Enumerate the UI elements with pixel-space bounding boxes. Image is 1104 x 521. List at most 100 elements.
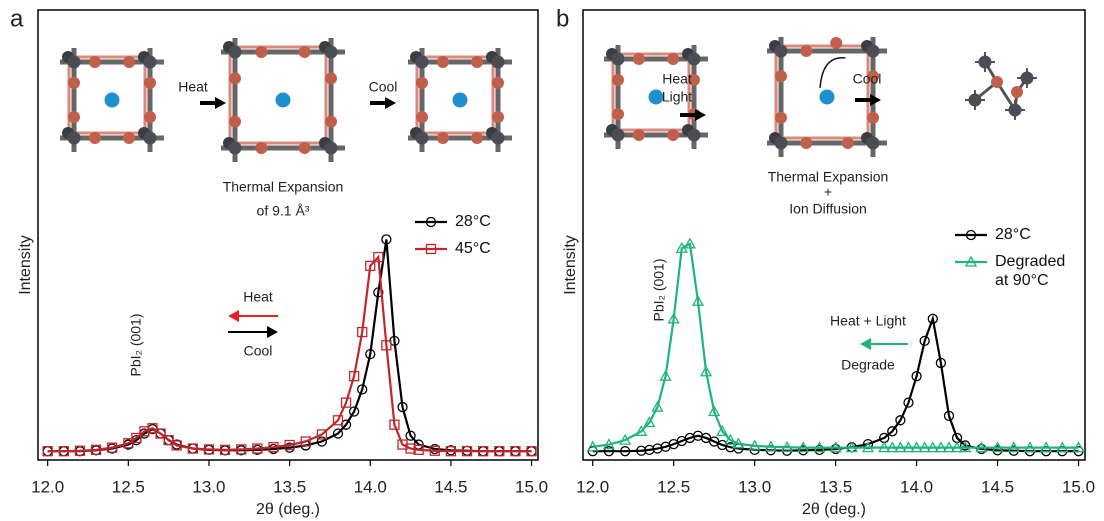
crystal-inset xyxy=(408,48,512,152)
x-axis-label: 2θ (deg.) xyxy=(256,501,320,518)
pb-atom xyxy=(1020,71,1034,85)
x-tick-label: 14.5 xyxy=(981,477,1014,496)
i-atom xyxy=(229,72,241,85)
data-point xyxy=(732,437,745,449)
data-point xyxy=(171,440,182,451)
crystal-inset xyxy=(60,48,164,152)
annotation: Light xyxy=(662,89,692,105)
crystal-inset xyxy=(767,37,887,157)
i-atom xyxy=(471,132,484,144)
data-point xyxy=(918,441,931,453)
x-tick-label: 12.5 xyxy=(657,477,690,496)
data-point xyxy=(526,446,537,457)
pb-atom xyxy=(774,44,788,58)
data-point xyxy=(348,406,360,417)
annotation: Cool xyxy=(369,79,398,95)
data-point xyxy=(413,444,424,456)
data-point xyxy=(107,442,118,453)
pb-atom xyxy=(611,128,625,142)
legend-label: 45°C xyxy=(455,240,491,257)
data-point xyxy=(603,446,615,457)
arrow-head xyxy=(267,326,278,338)
pb-atom xyxy=(415,131,429,145)
data-point xyxy=(236,444,247,455)
data-point xyxy=(203,444,215,455)
pb-atom xyxy=(143,131,157,145)
y-axis-label: Intensity xyxy=(562,235,579,295)
i-atom xyxy=(688,73,700,86)
annotation: PbI₂ (001) xyxy=(651,258,667,321)
i-atom xyxy=(255,46,268,58)
data-point xyxy=(691,294,705,306)
data-point xyxy=(332,415,344,426)
data-point xyxy=(405,443,416,454)
data-point xyxy=(510,446,521,457)
data-point xyxy=(636,445,647,456)
data-point xyxy=(357,326,368,338)
data-point xyxy=(357,384,368,395)
data-point xyxy=(365,348,376,360)
pb-atom xyxy=(774,136,788,150)
pb-atom xyxy=(491,55,505,69)
data-point xyxy=(389,419,400,430)
data-point xyxy=(147,423,158,434)
data-point xyxy=(699,365,713,377)
i-atom xyxy=(298,142,311,154)
i-atom xyxy=(800,137,813,149)
data-point xyxy=(659,369,672,381)
data-point xyxy=(991,441,1004,453)
data-point xyxy=(405,430,416,441)
pb-atom xyxy=(67,55,81,69)
data-point xyxy=(764,440,777,452)
data-point xyxy=(975,441,988,453)
arrow-head xyxy=(215,97,226,109)
pb-atom xyxy=(143,55,157,69)
data-point xyxy=(635,424,648,436)
data-point xyxy=(895,415,906,426)
data-point xyxy=(902,441,915,453)
data-point xyxy=(131,432,142,444)
data-point xyxy=(861,441,875,453)
x-tick-label: 14.0 xyxy=(900,477,933,496)
cation xyxy=(275,92,291,108)
data-point xyxy=(618,433,632,445)
legend-marker xyxy=(425,216,437,228)
data-line xyxy=(47,254,532,453)
data-point xyxy=(716,424,729,436)
annotation: Thermal Expansion xyxy=(223,179,344,195)
pb-atom xyxy=(491,131,505,145)
data-point xyxy=(829,441,842,453)
i-atom xyxy=(667,129,680,141)
i-atom xyxy=(667,53,680,65)
pb-atom xyxy=(324,45,338,59)
data-point xyxy=(155,428,166,439)
annotation: Heat xyxy=(178,79,208,95)
data-point xyxy=(903,397,914,408)
x-tick-label: 13.5 xyxy=(819,477,852,496)
x-tick-label: 14.5 xyxy=(434,477,467,496)
data-point xyxy=(1040,441,1053,453)
x-tick-label: 14.0 xyxy=(354,477,387,496)
data-line xyxy=(592,314,1079,453)
data-point xyxy=(708,405,721,417)
cation xyxy=(452,92,468,108)
data-point xyxy=(780,440,794,452)
data-point xyxy=(373,251,384,263)
data-point xyxy=(381,234,392,245)
i-atom xyxy=(123,56,136,68)
i-atom xyxy=(612,108,624,121)
i-atom xyxy=(436,56,449,68)
data-point xyxy=(373,287,384,298)
data-point xyxy=(976,443,987,455)
i-atom xyxy=(416,111,428,124)
data-point xyxy=(935,357,947,369)
arrow-head xyxy=(228,310,239,322)
i-atom xyxy=(325,72,337,85)
data-point xyxy=(919,335,930,347)
pb-atom xyxy=(687,128,701,142)
pb-atom xyxy=(324,141,338,155)
legend-label: Degraded at 90°C xyxy=(995,253,1066,289)
annotation: Heat + Light xyxy=(830,313,906,329)
annotation: PbI₂ (001) xyxy=(128,313,144,376)
